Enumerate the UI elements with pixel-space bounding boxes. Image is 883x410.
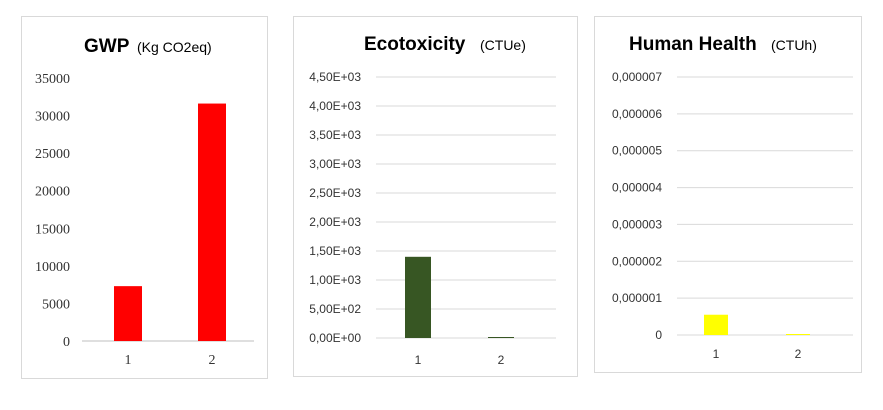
gwp-chart-title: GWP xyxy=(84,36,130,57)
gwp-y-tick-label: 30000 xyxy=(35,110,70,125)
gwp-x-tick-label: 1 xyxy=(125,353,132,368)
gwp-y-tick-label: 0 xyxy=(63,335,70,350)
human-health-x-tick-label: 2 xyxy=(795,347,802,361)
ecotoxicity-x-tick-label: 1 xyxy=(415,353,422,367)
ecotoxicity-chart-title: Ecotoxicity xyxy=(364,34,466,55)
ecotoxicity-bar-1 xyxy=(405,256,431,338)
ecotoxicity-y-tick-label: 5,00E+02 xyxy=(309,302,361,316)
gwp-bar-1 xyxy=(114,286,142,341)
human-health-bar-2 xyxy=(786,334,810,335)
ecotoxicity-bar-2 xyxy=(488,337,514,338)
ecotoxicity-y-tick-label: 2,50E+03 xyxy=(309,186,361,200)
human-health-chart-panel: Human Health (CTUh) 0,000007 0,000006 0,00… xyxy=(594,16,862,373)
ecotoxicity-y-tick-label: 3,50E+03 xyxy=(309,128,361,142)
human-health-bar-1 xyxy=(704,314,728,335)
ecotoxicity-chart: Ecotoxicity (CTUe) 4,50E+03 4,00E+03 3,50E… xyxy=(309,34,556,367)
human-health-chart-title: Human Health xyxy=(629,34,757,55)
human-health-plot-area: 0,000007 0,000006 0,000005 0,000004 0,000003… xyxy=(612,70,853,361)
gwp-y-tick-label: 35000 xyxy=(35,72,70,87)
gwp-plot-area: 35000 30000 25000 20000 15000 10000 5000 0 1 2 xyxy=(35,72,254,368)
human-health-y-tick-label: 0,000007 xyxy=(612,70,662,84)
gwp-y-tick-label: 10000 xyxy=(35,260,70,275)
human-health-x-tick-label: 1 xyxy=(713,347,720,361)
gwp-chart-unit: (Kg CO2eq) xyxy=(137,39,212,55)
gwp-y-tick-label: 5000 xyxy=(42,297,70,312)
gwp-bar-2 xyxy=(198,103,226,341)
ecotoxicity-y-tick-label: 2,00E+03 xyxy=(309,215,361,229)
gwp-y-tick-label: 25000 xyxy=(35,147,70,162)
human-health-y-tick-label: 0,000002 xyxy=(612,254,662,268)
ecotoxicity-y-tick-label: 1,50E+03 xyxy=(309,244,361,258)
human-health-y-tick-label: 0,000001 xyxy=(612,291,662,305)
ecotoxicity-y-tick-label: 1,00E+03 xyxy=(309,273,361,287)
human-health-y-tick-label: 0,000003 xyxy=(612,217,662,231)
ecotoxicity-chart-unit: (CTUe) xyxy=(480,37,526,53)
human-health-y-tick-label: 0 xyxy=(655,328,662,342)
gwp-chart: GWP (Kg CO2eq) 3500030000250002000015000… xyxy=(35,36,254,368)
ecotoxicity-plot-area: 4,50E+03 4,00E+03 3,50E+03 3,00E+03 2,50E+03… xyxy=(309,70,556,367)
ecotoxicity-y-tick-label: 3,00E+03 xyxy=(309,157,361,171)
human-health-y-tick-label: 0,000005 xyxy=(612,144,662,158)
ecotoxicity-x-tick-label: 2 xyxy=(498,353,505,367)
gwp-y-tick-label: 15000 xyxy=(35,222,70,237)
ecotoxicity-chart-panel: Ecotoxicity (CTUe) 4,50E+03 4,00E+03 3,50E… xyxy=(293,16,578,377)
ecotoxicity-y-tick-label: 4,50E+03 xyxy=(309,70,361,84)
human-health-y-tick-label: 0,000004 xyxy=(612,181,662,195)
gwp-x-tick-label: 2 xyxy=(209,353,216,368)
human-health-y-tick-label: 0,000006 xyxy=(612,107,662,121)
human-health-chart: Human Health (CTUh) 0,0000070,0000060,00… xyxy=(612,34,853,361)
human-health-chart-unit: (CTUh) xyxy=(771,37,817,53)
ecotoxicity-y-tick-label: 0,00E+00 xyxy=(309,331,361,345)
gwp-chart-panel: GWP (Kg CO2eq) 35000 30000 25000 20000 15000… xyxy=(21,16,268,379)
gwp-y-tick-label: 20000 xyxy=(35,185,70,200)
ecotoxicity-y-tick-label: 4,00E+03 xyxy=(309,99,361,113)
